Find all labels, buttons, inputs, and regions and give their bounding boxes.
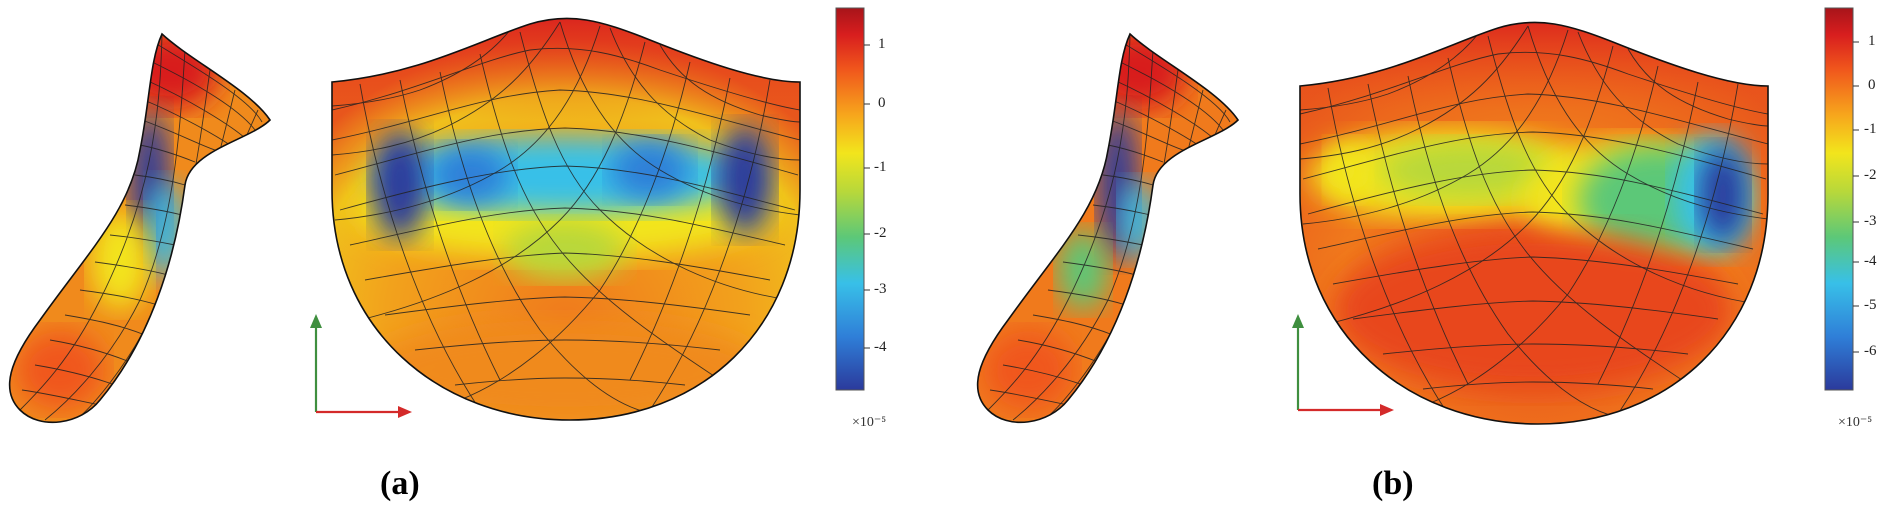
colorbar-tick: -3 xyxy=(874,281,887,297)
colorbar-tick: 1 xyxy=(1868,33,1876,49)
colorbar-exponent: ×10⁻⁵ xyxy=(1838,415,1873,430)
colorbar-tick: 1 xyxy=(878,36,886,52)
colorbar-tick: -6 xyxy=(1864,343,1877,359)
colorbar-tick: -4 xyxy=(1864,253,1877,269)
side-view-surface xyxy=(8,32,272,424)
front-view-surface xyxy=(331,17,801,421)
panel-a-plot xyxy=(8,7,870,424)
coordinate-axes xyxy=(310,314,412,418)
colorbar-tick: 0 xyxy=(878,95,886,111)
panel-b: 1 0 -1 -2 -3 -4 -5 -6 ×10⁻⁵ (b) xyxy=(968,0,1900,512)
colorbar-tick: -1 xyxy=(1864,121,1877,137)
coordinate-axes xyxy=(1292,314,1394,416)
colorbar-tick: -4 xyxy=(874,339,887,355)
panel-a: 1 0 -1 -2 -3 -4 ×10⁻⁵ (a) xyxy=(8,7,887,502)
colorbar-tick: -2 xyxy=(1864,167,1877,183)
panel-label-a: (a) xyxy=(380,465,420,502)
colorbar-tick: 0 xyxy=(1868,77,1876,93)
colorbar-exponent: ×10⁻⁵ xyxy=(852,415,887,430)
colorbar-tick: -5 xyxy=(1864,297,1877,313)
front-view-surface xyxy=(1299,21,1769,425)
colorbar-tick: -2 xyxy=(874,225,887,241)
panel-b-plot xyxy=(976,7,1859,425)
colorbar-a xyxy=(835,7,870,391)
side-view-surface xyxy=(976,32,1240,424)
panel-label-b: (b) xyxy=(1372,465,1414,502)
colorbar-b xyxy=(1824,7,1859,391)
colorbar-tick: -3 xyxy=(1864,213,1877,229)
colorbar-tick: -1 xyxy=(874,159,887,175)
